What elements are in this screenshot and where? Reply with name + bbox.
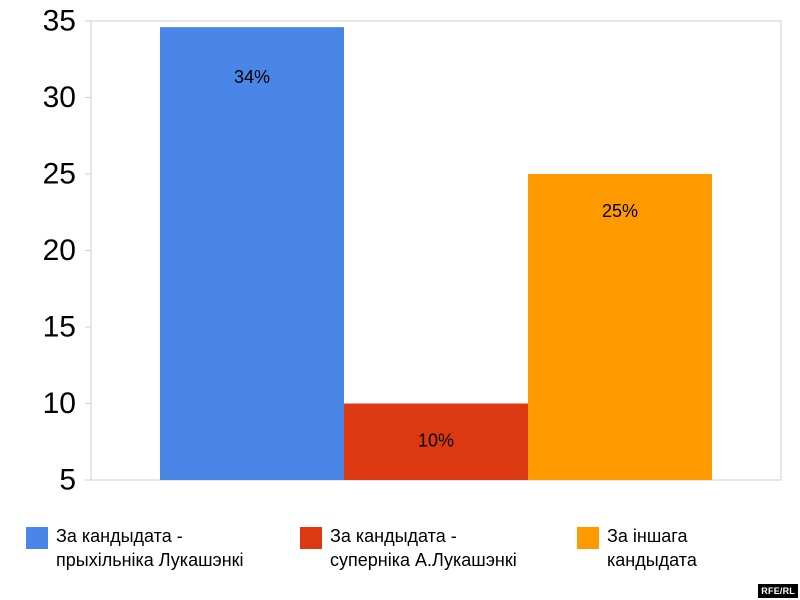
y-tick-label: 5 [59,464,76,497]
bar-2 [344,403,528,480]
y-tick-label: 10 [43,387,76,420]
data-labels: 34% 10% 25% [234,67,638,450]
legend-item-supporter: За кандыдата - прыхільніка Лукашэнкі [26,524,244,572]
y-tick-label: 30 [43,81,76,114]
bar-value-label: 34% [234,67,270,87]
y-tick-label: 20 [43,234,76,267]
bar-chart: 5 10 15 20 25 30 35 34% 10% 25% [43,5,782,497]
legend-label: За кандыдата - прыхільніка Лукашэнкі [56,526,244,570]
bar-value-label: 25% [602,201,638,221]
legend-swatch [26,527,48,549]
legend-swatch [577,527,599,549]
y-axis-ticks: 5 10 15 20 25 30 35 [43,5,91,497]
y-tick-label: 35 [43,5,76,38]
bar-value-label: 10% [418,431,454,451]
legend-swatch [300,527,322,549]
y-tick-label: 25 [43,158,76,191]
legend-item-opponent: За кандыдата - суперніка А.Лукашэнкі [300,524,517,572]
y-tick-label: 15 [43,311,76,344]
bar-1 [160,27,344,481]
bar-3 [528,174,712,480]
bars [160,27,712,481]
legend-label: За іншага кандыдата [607,526,697,570]
source-credit: RFE/RL [758,584,798,598]
legend-item-other: За іншага кандыдата [577,524,697,572]
legend-label: За кандыдата - суперніка А.Лукашэнкі [330,526,517,570]
